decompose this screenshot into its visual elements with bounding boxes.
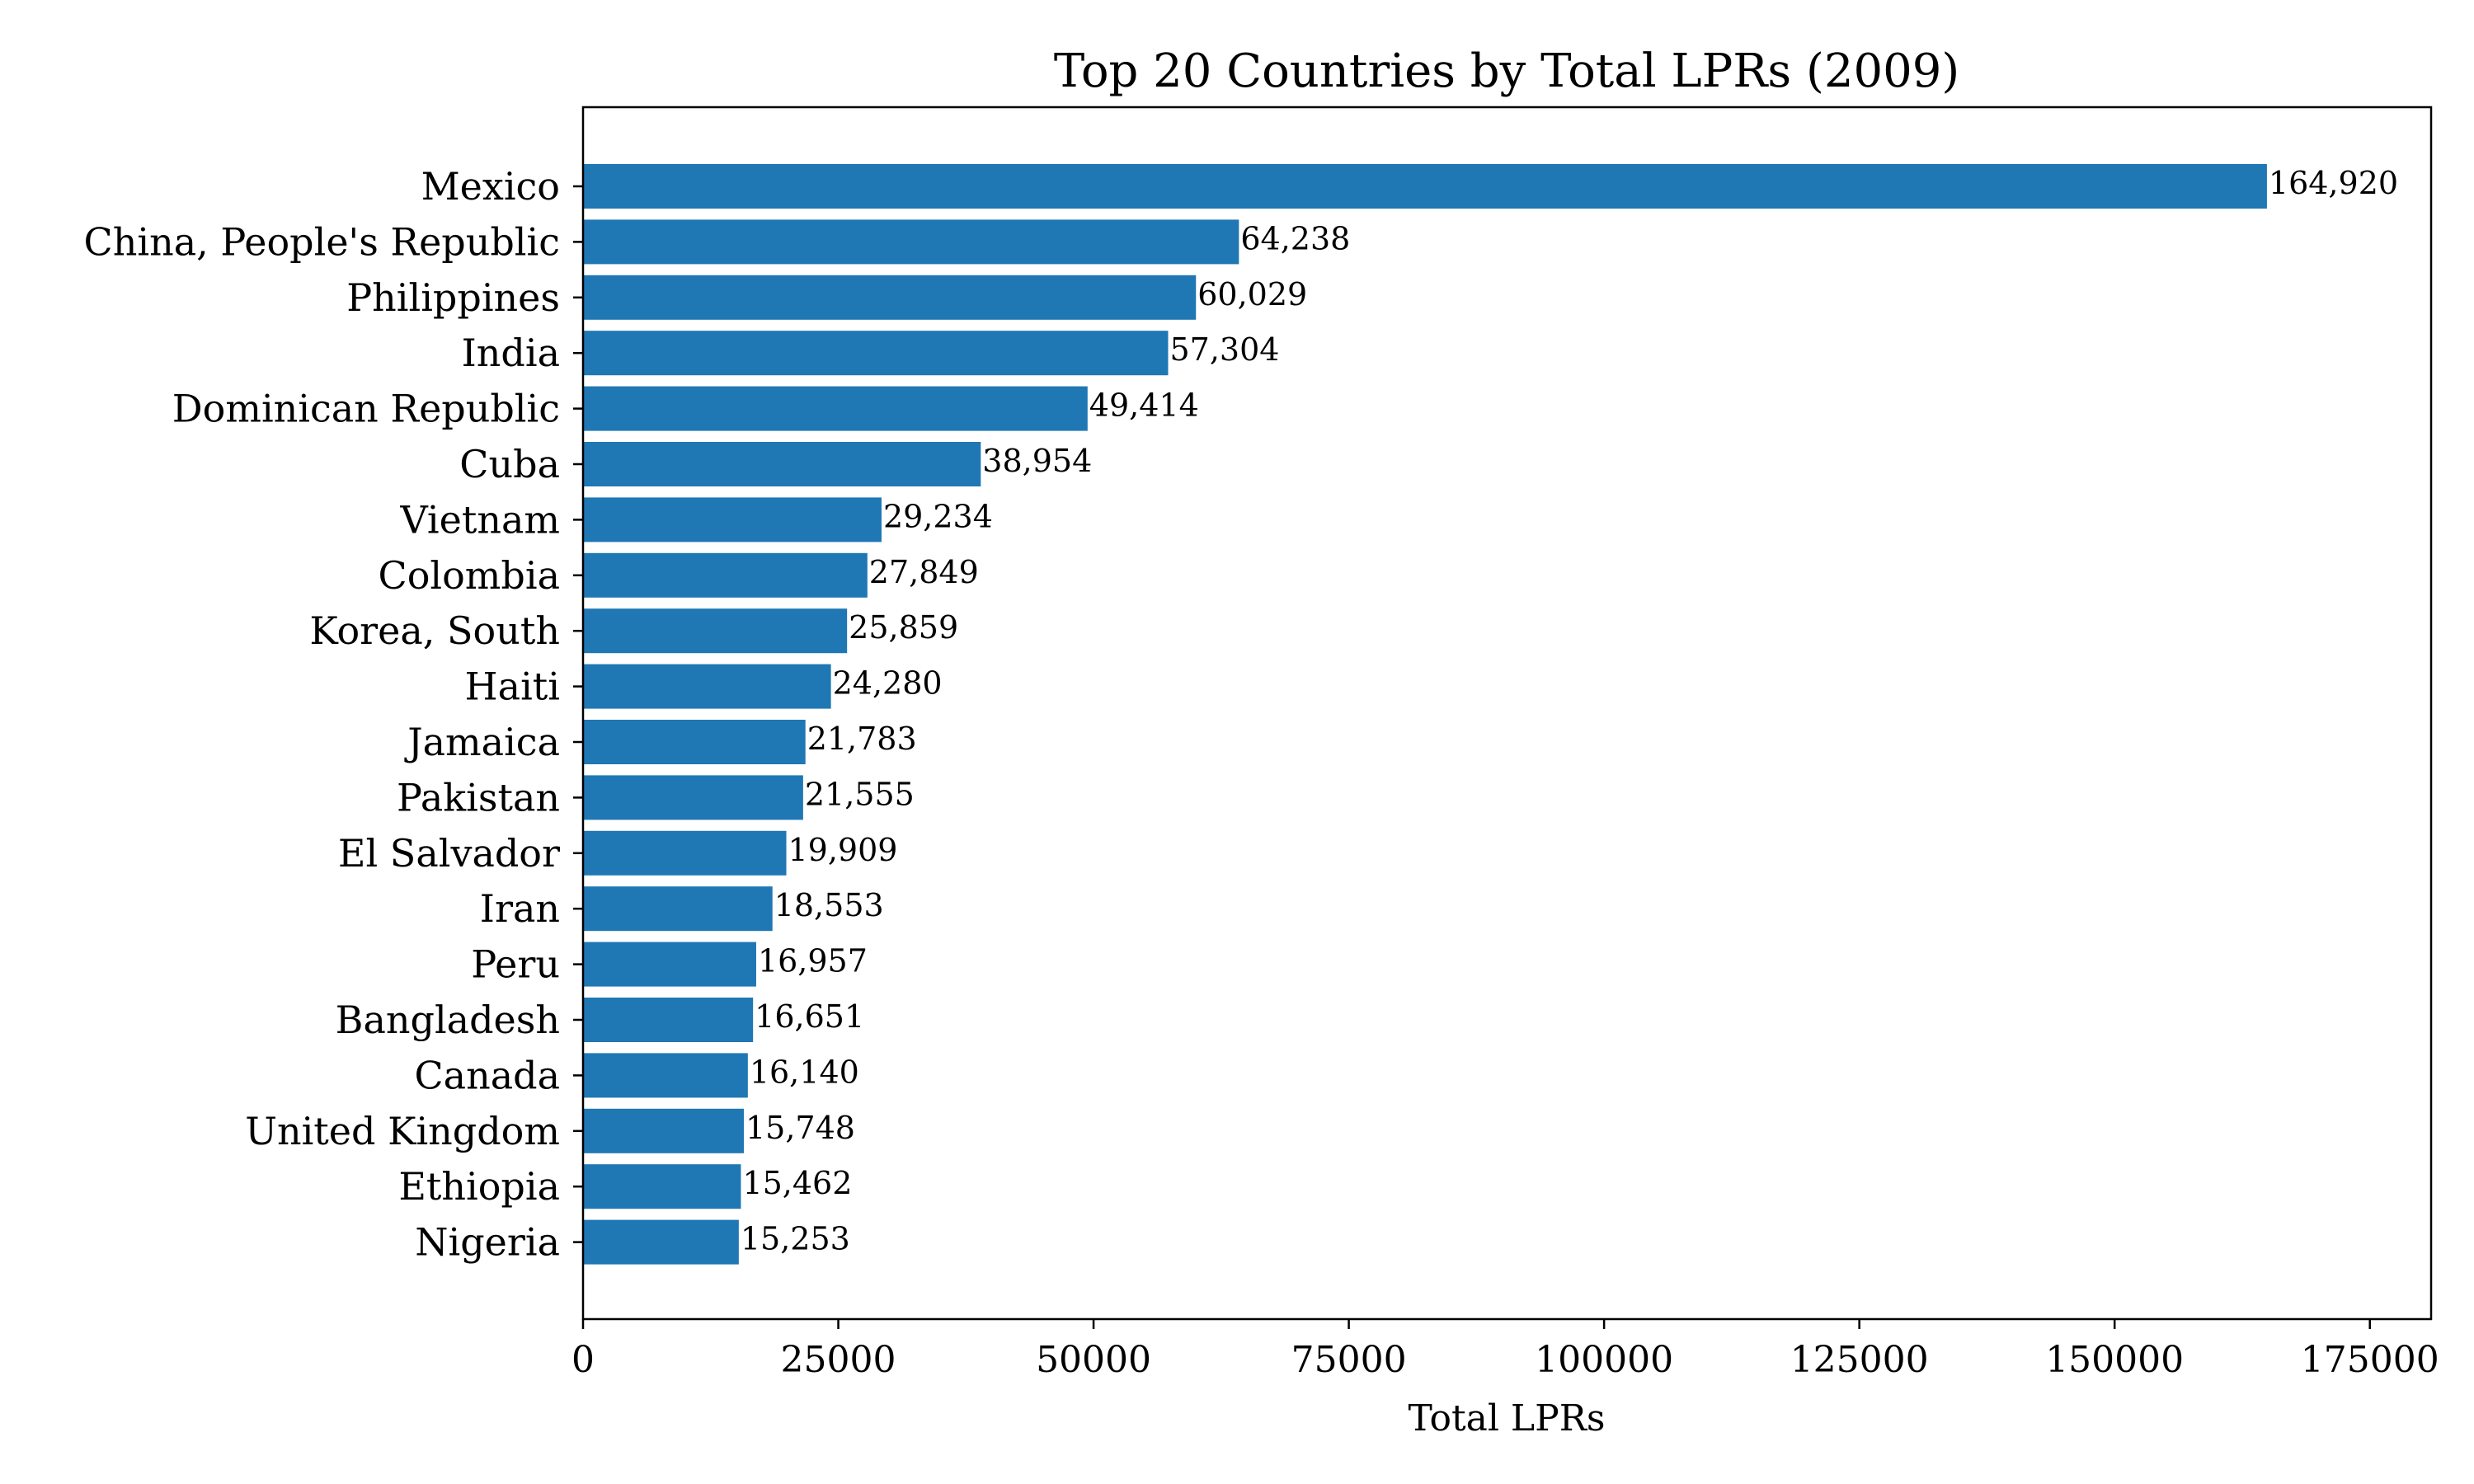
bar-16 [583, 1053, 748, 1098]
data-label-6: 29,234 [883, 498, 993, 534]
category-label-17: United Kingdom [245, 1109, 560, 1153]
data-label-7: 27,849 [869, 554, 979, 590]
data-label-11: 21,555 [805, 776, 915, 812]
x-tick-label-6: 150000 [2045, 1339, 2184, 1381]
data-label-8: 25,859 [849, 609, 958, 646]
x-tick-label-1: 25000 [781, 1339, 896, 1381]
x-axis-label: Total LPRs [1409, 1397, 1606, 1439]
bar-4 [583, 386, 1088, 431]
data-label-12: 19,909 [788, 832, 897, 868]
x-axis: 0 25000 50000 75000 100000 125000 150000 175000 [571, 1319, 2439, 1381]
category-label-16: Canada [414, 1053, 560, 1097]
x-tick-label-2: 50000 [1036, 1339, 1151, 1381]
category-label-2: Philippines [346, 275, 560, 320]
bar-0 [583, 164, 2267, 209]
bar-7 [583, 552, 868, 598]
data-label-3: 57,304 [1169, 331, 1279, 368]
x-tick-label-0: 0 [571, 1339, 595, 1381]
data-label-16: 16,140 [750, 1054, 859, 1090]
x-tick-label-4: 100000 [1535, 1339, 1673, 1381]
category-label-10: Jamaica [404, 720, 560, 764]
bar-8 [583, 608, 848, 654]
category-label-18: Ethiopia [398, 1164, 560, 1209]
bar-12 [583, 830, 787, 876]
bar-17 [583, 1108, 744, 1153]
bar-6 [583, 497, 882, 542]
data-label-17: 15,748 [745, 1110, 855, 1146]
data-label-15: 16,651 [755, 998, 864, 1035]
bar-5 [583, 442, 981, 486]
category-label-13: Iran [480, 886, 560, 931]
bar-19 [583, 1219, 739, 1265]
data-label-14: 16,957 [758, 943, 868, 979]
bars-group [583, 164, 2267, 1265]
data-label-4: 49,414 [1089, 387, 1199, 424]
data-label-5: 38,954 [982, 443, 1092, 479]
category-label-11: Pakistan [397, 775, 560, 819]
category-label-19: Nigeria [415, 1220, 560, 1265]
x-tick-label-5: 125000 [1790, 1339, 1929, 1381]
bar-15 [583, 998, 754, 1042]
bar-14 [583, 942, 756, 987]
category-label-6: Vietnam [399, 497, 560, 542]
plot-frame [581, 106, 2433, 1321]
x-tick-label-7: 175000 [2301, 1339, 2439, 1381]
bar-11 [583, 775, 803, 820]
category-label-0: Mexico [421, 164, 560, 209]
data-label-10: 21,783 [807, 721, 917, 757]
bar-13 [583, 886, 773, 932]
category-label-14: Peru [471, 942, 560, 987]
data-label-13: 18,553 [774, 887, 884, 923]
data-labels-group: 164,920 64,238 60,029 57,304 49,414 38,954 29,… [741, 165, 2398, 1257]
x-tick-label-3: 75000 [1291, 1339, 1407, 1381]
bar-1 [583, 219, 1239, 265]
category-label-3: India [462, 331, 560, 375]
category-label-5: Cuba [459, 442, 560, 486]
data-label-2: 60,029 [1197, 276, 1307, 312]
category-label-7: Colombia [379, 553, 561, 598]
category-label-12: El Salvador [338, 831, 560, 876]
bar-9 [583, 664, 831, 709]
data-label-18: 15,462 [742, 1165, 852, 1201]
bar-2 [583, 275, 1197, 320]
bar-3 [583, 331, 1169, 376]
data-label-0: 164,920 [2269, 165, 2398, 201]
category-label-15: Bangladesh [336, 998, 560, 1042]
bar-10 [583, 720, 806, 764]
chart-title: Top 20 Countries by Total LPRs (2009) [1054, 45, 1959, 98]
category-labels-group: Mexico China, People's Republic Philippine… [84, 164, 583, 1265]
data-label-19: 15,253 [741, 1221, 850, 1257]
data-label-1: 64,238 [1240, 220, 1350, 256]
category-label-9: Haiti [465, 665, 560, 709]
bar-18 [583, 1164, 741, 1209]
category-label-1: China, People's Republic [84, 219, 560, 264]
data-label-9: 24,280 [833, 665, 943, 702]
category-label-8: Korea, South [309, 608, 560, 653]
category-label-4: Dominican Republic [172, 387, 560, 431]
